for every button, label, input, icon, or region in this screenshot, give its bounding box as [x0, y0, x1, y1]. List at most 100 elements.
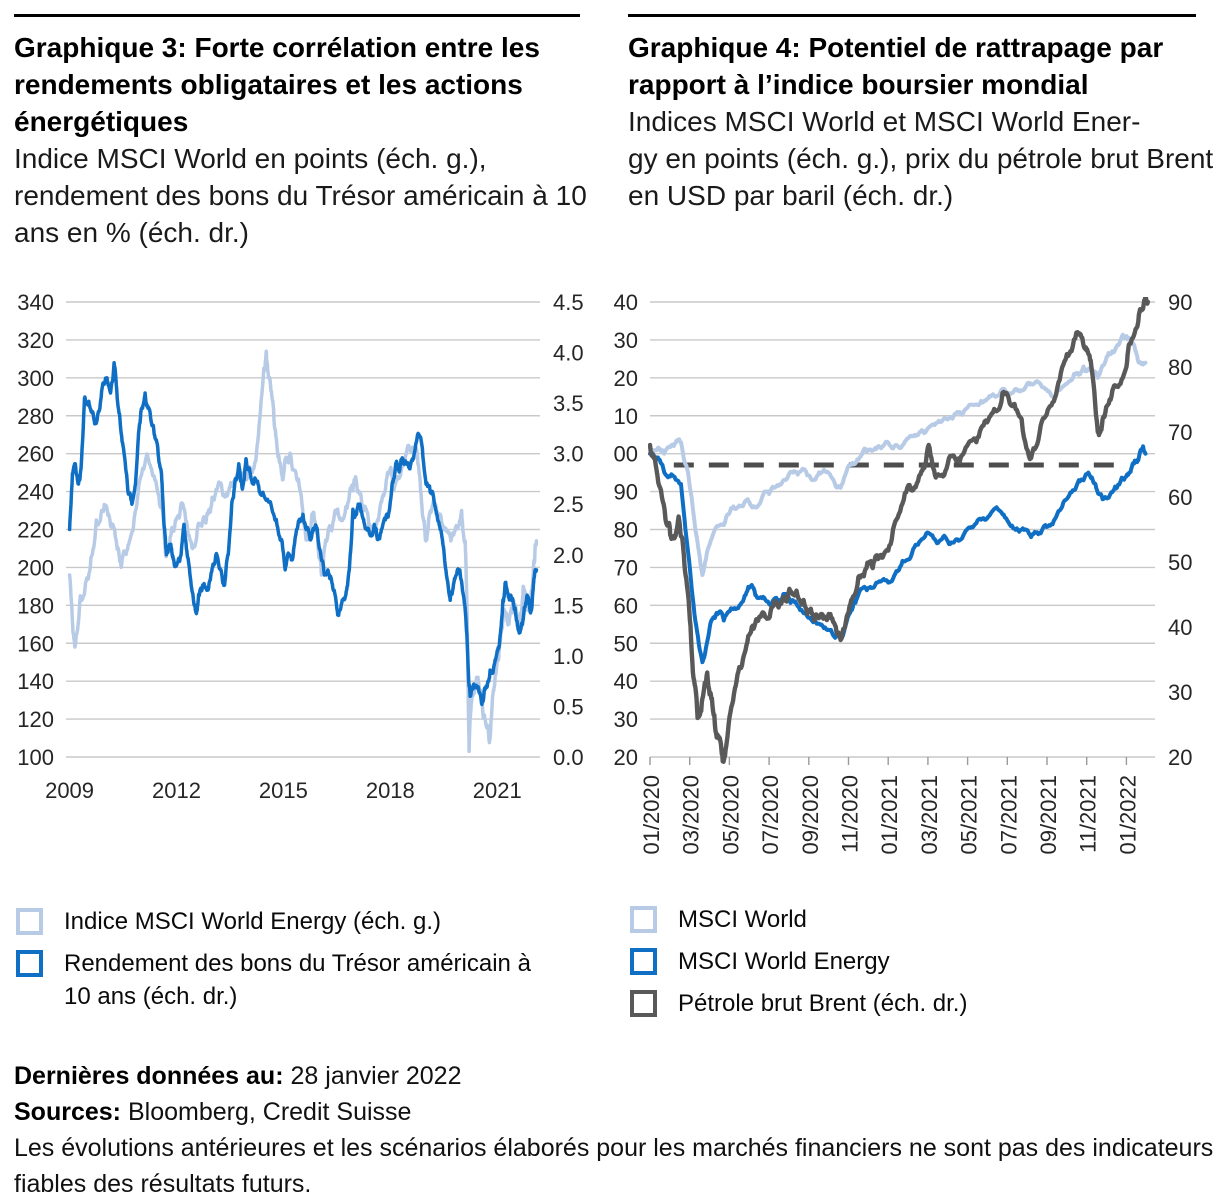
left-axis-tick-label: 160 [17, 631, 54, 656]
plot-area [67, 349, 539, 754]
left-axis-tick-label: 30 [614, 707, 638, 732]
x-axis-tick-label: 09/2020 [798, 775, 823, 855]
right-axis-tick-label: 70 [1168, 420, 1192, 445]
left-axis-tick-label: 260 [17, 442, 54, 467]
chart4-legend: MSCI World MSCI World Energy Pétrole brut … [630, 903, 1190, 1029]
left-axis-tick-label: 300 [17, 366, 54, 391]
x-axis-tick-label: 07/2020 [758, 775, 783, 855]
left-axis-tick-label: 240 [17, 480, 54, 505]
x-axis-tick-label: 03/2021 [917, 775, 942, 855]
x-axis-tick-label: 01/2020 [639, 775, 664, 855]
chart4-subtitle: Indices MSCI World et MSCI World Ener- g… [628, 105, 1214, 211]
x-axis-tick-label: 01/2021 [877, 775, 902, 855]
right-axis-tick-label: 3.5 [553, 391, 584, 416]
x-axis-tick-label: 05/2020 [718, 775, 743, 855]
legend-label: Pétrole brut Brent (éch. dr.) [678, 990, 968, 1018]
legend-swatch-indice-msci-world-energy-ch-g [16, 908, 43, 935]
x-axis-tick-label: 2021 [473, 778, 522, 803]
legend-swatch-msci-world [630, 906, 657, 933]
footer-last-data-label: Dernières données au: [14, 1062, 284, 1090]
chart4-header: Graphique 4: Potentiel de rattrapage par… [628, 14, 1215, 215]
x-axis-tick-label: 07/2021 [996, 775, 1021, 855]
left-axis-tick-label: 220 [17, 518, 54, 543]
chart3-title: Graphique 3: Forte corrélation entre les… [14, 32, 540, 137]
left-axis-tick-label: 340 [17, 290, 54, 315]
series-line-rendement-des-bons-du-tr-sor-am-ricain-10-ans-ch-dr [67, 360, 539, 707]
right-axis-tick-label: 40 [1168, 615, 1192, 640]
chart4-canvas: 140 130 120 110 100 90 80 70 60 50 40 30 20 90 80 70 60 5… [614, 290, 1192, 855]
legend-item: Pétrole brut Brent (éch. dr.) [630, 987, 1190, 1020]
left-axis-tick-label: 120 [614, 366, 638, 391]
gridlines [66, 301, 540, 758]
legend-swatch-p-trole-brut-brent-ch-dr [630, 990, 657, 1018]
x-axis-tick-label: 2015 [259, 778, 308, 803]
gridlines [650, 301, 1155, 758]
legend-item: Rendement des bons du Trésor américain à… [16, 947, 576, 1013]
chart3-header: Graphique 3: Forte corrélation entre les… [14, 14, 594, 252]
x-axis-tick-label: 09/2021 [1036, 775, 1061, 855]
x-axis-tick-label: 2018 [366, 778, 415, 803]
legend-item: MSCI World Energy [630, 945, 1190, 978]
x-axis-tick-label: 11/2020 [837, 775, 862, 853]
chart3-top-rule [14, 14, 580, 17]
footer-disclaimer: Les évolutions antérieures et les scénar… [14, 1134, 1214, 1198]
right-axis-tick-label: 90 [1168, 290, 1192, 315]
left-axis-tick-label: 20 [614, 745, 638, 770]
footer-sources-value: Bloomberg, Credit Suisse [127, 1098, 412, 1126]
left-axis-tick-label: 280 [17, 404, 54, 429]
left-axis-tick-label: 200 [17, 555, 54, 580]
left-axis-tick-label: 100 [614, 442, 638, 467]
footer-sources-label: Sources: [14, 1098, 121, 1126]
legend-swatch-rendement-des-bons-du-tr-sor-am-ricain-10-ans-ch-dr [16, 950, 43, 978]
right-axis-tick-label: 2.0 [553, 543, 584, 568]
x-axis-tick-label: 2012 [152, 778, 201, 803]
left-axis-tick-label: 80 [614, 518, 638, 543]
series-line-p-trole-brut-brent-ch-dr [648, 297, 1151, 764]
x-axis-tick-label: 2009 [45, 778, 94, 803]
left-axis-tick-label: 320 [17, 328, 54, 353]
left-axis-tick-label: 120 [17, 707, 54, 732]
right-axis-tick-label: 0.5 [553, 694, 584, 719]
left-axis-tick-label: 130 [614, 328, 638, 353]
plot-area [648, 297, 1151, 764]
right-axis-tick-label: 4.0 [553, 341, 584, 366]
x-axis-tick-label: 11/2021 [1076, 775, 1101, 853]
series-line-msci-world [648, 332, 1148, 577]
left-axis-tick-label: 140 [17, 669, 54, 694]
footer: Dernières données au: 28 janvier 2022 Sou… [14, 1058, 1215, 1202]
chart3-legend: Indice MSCI World Energy (éch. g.) Rendem… [16, 905, 576, 1022]
right-axis-tick-label: 3.0 [553, 442, 584, 467]
right-axis-tick-label: 1.5 [553, 593, 584, 618]
right-axis-tick-label: 0.0 [553, 745, 584, 770]
left-axis-tick-label: 180 [17, 593, 54, 618]
left-axis-tick-label: 110 [614, 404, 638, 429]
x-axis-tick-label: 03/2020 [679, 775, 704, 855]
left-axis-tick-label: 140 [614, 290, 638, 315]
right-axis-tick-label: 60 [1168, 485, 1192, 510]
footer-last-data-value: 28 janvier 2022 [290, 1062, 462, 1090]
chart4-top-rule [628, 14, 1196, 17]
chart4-title: Graphique 4: Potentiel de rattrapage par… [628, 32, 1164, 100]
left-axis-tick-label: 90 [614, 480, 638, 505]
left-axis-tick-label: 40 [614, 669, 638, 694]
left-axis-tick-label: 70 [614, 555, 638, 580]
legend-item: MSCI World [630, 903, 1190, 936]
legend-label: MSCI World Energy [678, 948, 890, 976]
legend-label: Indice MSCI World Energy (éch. g.) [64, 908, 442, 935]
footer-sources: Sources: Bloomberg, Credit Suisse [14, 1094, 1215, 1130]
legend-label: MSCI World [678, 906, 807, 933]
legend-swatch-msci-world-energy [630, 948, 657, 976]
left-axis-tick-label: 50 [614, 631, 638, 656]
chart3-subtitle: Indice MSCI World en points (éch. g.), r… [14, 142, 587, 248]
right-axis-tick-label: 2.5 [553, 492, 584, 517]
x-axis-tick-label: 01/2022 [1115, 775, 1140, 855]
right-axis-tick-label: 50 [1168, 550, 1192, 575]
right-axis-tick-label: 4.5 [553, 290, 584, 315]
right-axis-tick-label: 30 [1168, 680, 1192, 705]
left-axis-tick-label: 100 [17, 745, 54, 770]
legend-item: Indice MSCI World Energy (éch. g.) [16, 905, 576, 938]
chart3-canvas: 340 320 300 280 260 240 220 200 180 160 140 120 100 4… [17, 290, 584, 803]
legend-label: Rendement des bons du Trésor américain à… [64, 950, 531, 1011]
left-axis-tick-label: 60 [614, 593, 638, 618]
